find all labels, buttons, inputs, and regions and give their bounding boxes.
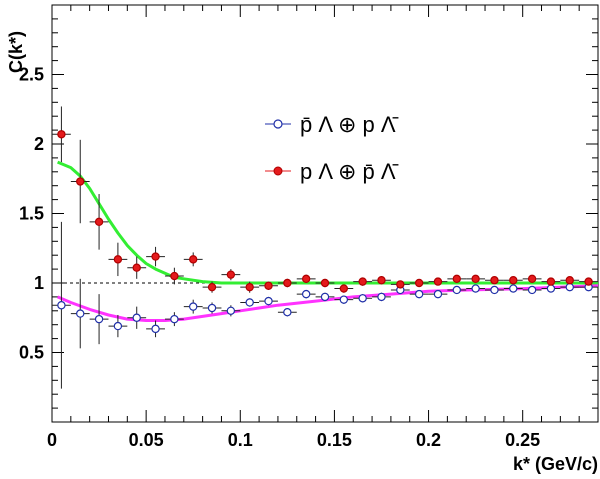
open-data-point — [264, 296, 273, 306]
y-tick-label: 2 — [34, 134, 44, 154]
x-tick-label: 0 — [47, 430, 57, 450]
open-data-point — [94, 314, 104, 324]
filled-data-point — [226, 270, 236, 279]
filled-data-point — [584, 277, 593, 286]
filled-data-point — [283, 278, 292, 288]
open-data-point — [527, 285, 537, 295]
filled-data-point — [396, 280, 405, 289]
y-tick-label: 0.5 — [19, 343, 44, 363]
plot-frame — [51, 4, 599, 423]
open-data-point — [339, 295, 349, 304]
filled-data-point — [76, 177, 85, 186]
filled-data-point — [57, 130, 66, 139]
legend-label-antiparticle-pair: p̄ Λ ⊕ p Λ̄ — [300, 112, 399, 137]
open-data-point — [226, 306, 236, 315]
filled-data-point — [320, 278, 330, 288]
filled-data-point — [414, 278, 424, 288]
legend: p̄ Λ ⊕ p Λ̄ p Λ ⊕ p̄ Λ̄ — [265, 112, 399, 184]
open-data-point — [170, 314, 179, 324]
x-tick-label: 0.15 — [317, 430, 352, 450]
particle-pair-series — [52, 106, 598, 293]
filled-data-point — [245, 282, 254, 292]
x-tick-label: 0.25 — [505, 430, 540, 450]
filled-data-point — [189, 255, 198, 264]
legend-label-particle-pair: p Λ ⊕ p̄ Λ̄ — [300, 159, 399, 184]
x-tick-label: 0.1 — [228, 430, 253, 450]
open-data-point — [471, 284, 480, 293]
open-data-point — [283, 307, 292, 317]
open-data-point — [509, 284, 518, 293]
x-tick-label: 0.2 — [416, 430, 441, 450]
open-data-point — [414, 289, 424, 299]
legend-entry-antiparticle-pair: p̄ Λ ⊕ p Λ̄ — [265, 112, 399, 137]
filled-data-point — [94, 217, 104, 227]
open-data-point — [490, 285, 499, 295]
open-data-point — [452, 285, 461, 295]
filled-data-point — [565, 276, 574, 285]
y-tick-label: 2.5 — [19, 65, 44, 85]
filled-data-point — [151, 252, 160, 261]
y-tick-label: 1 — [34, 273, 44, 293]
filled-data-point — [433, 277, 443, 286]
open-data-point — [565, 282, 574, 292]
x-tick-label: 0.05 — [129, 430, 164, 450]
filled-data-point — [339, 284, 349, 293]
filled-data-point — [132, 263, 141, 272]
open-data-point — [546, 284, 556, 293]
filled-data-point — [546, 277, 556, 286]
particle-pair-fit-curve — [57, 160, 598, 285]
filled-data-point — [358, 277, 367, 286]
legend-filled-circle-marker — [273, 166, 283, 176]
open-data-point — [301, 289, 311, 299]
open-data-point — [57, 301, 66, 310]
filled-data-point — [207, 282, 217, 292]
y-axis-title: C(k*) — [6, 31, 26, 73]
legend-entry-particle-pair: p Λ ⊕ p̄ Λ̄ — [265, 159, 399, 184]
filled-data-point — [170, 271, 179, 281]
filled-data-point — [377, 276, 386, 285]
y-tick-label: 1.5 — [19, 204, 44, 224]
open-data-point — [151, 324, 160, 334]
x-axis-title: k* (GeV/c) — [513, 454, 598, 474]
filled-data-point — [301, 274, 311, 284]
filled-data-point — [471, 274, 480, 284]
open-data-point — [207, 303, 217, 313]
open-data-point — [132, 313, 141, 322]
open-data-point — [245, 298, 254, 307]
open-data-point — [358, 294, 367, 303]
axes: 0 0.05 0.1 0.15 0.2 0.25 0.5 1 1.5 2 2.5 — [19, 4, 599, 450]
filled-data-point — [509, 276, 518, 285]
open-data-point — [377, 292, 386, 302]
open-data-point — [113, 321, 123, 331]
filled-data-point — [452, 274, 461, 284]
legend-open-circle-marker — [273, 119, 283, 129]
open-data-point — [76, 309, 85, 318]
data-series — [52, 106, 598, 389]
filled-data-point — [113, 255, 123, 264]
antiparticle-pair-series — [52, 221, 598, 389]
filled-data-point — [264, 281, 273, 290]
open-data-point — [433, 289, 443, 299]
filled-data-point — [490, 276, 499, 285]
open-data-point — [320, 292, 330, 302]
filled-data-point — [527, 274, 537, 284]
open-data-point — [189, 302, 198, 311]
